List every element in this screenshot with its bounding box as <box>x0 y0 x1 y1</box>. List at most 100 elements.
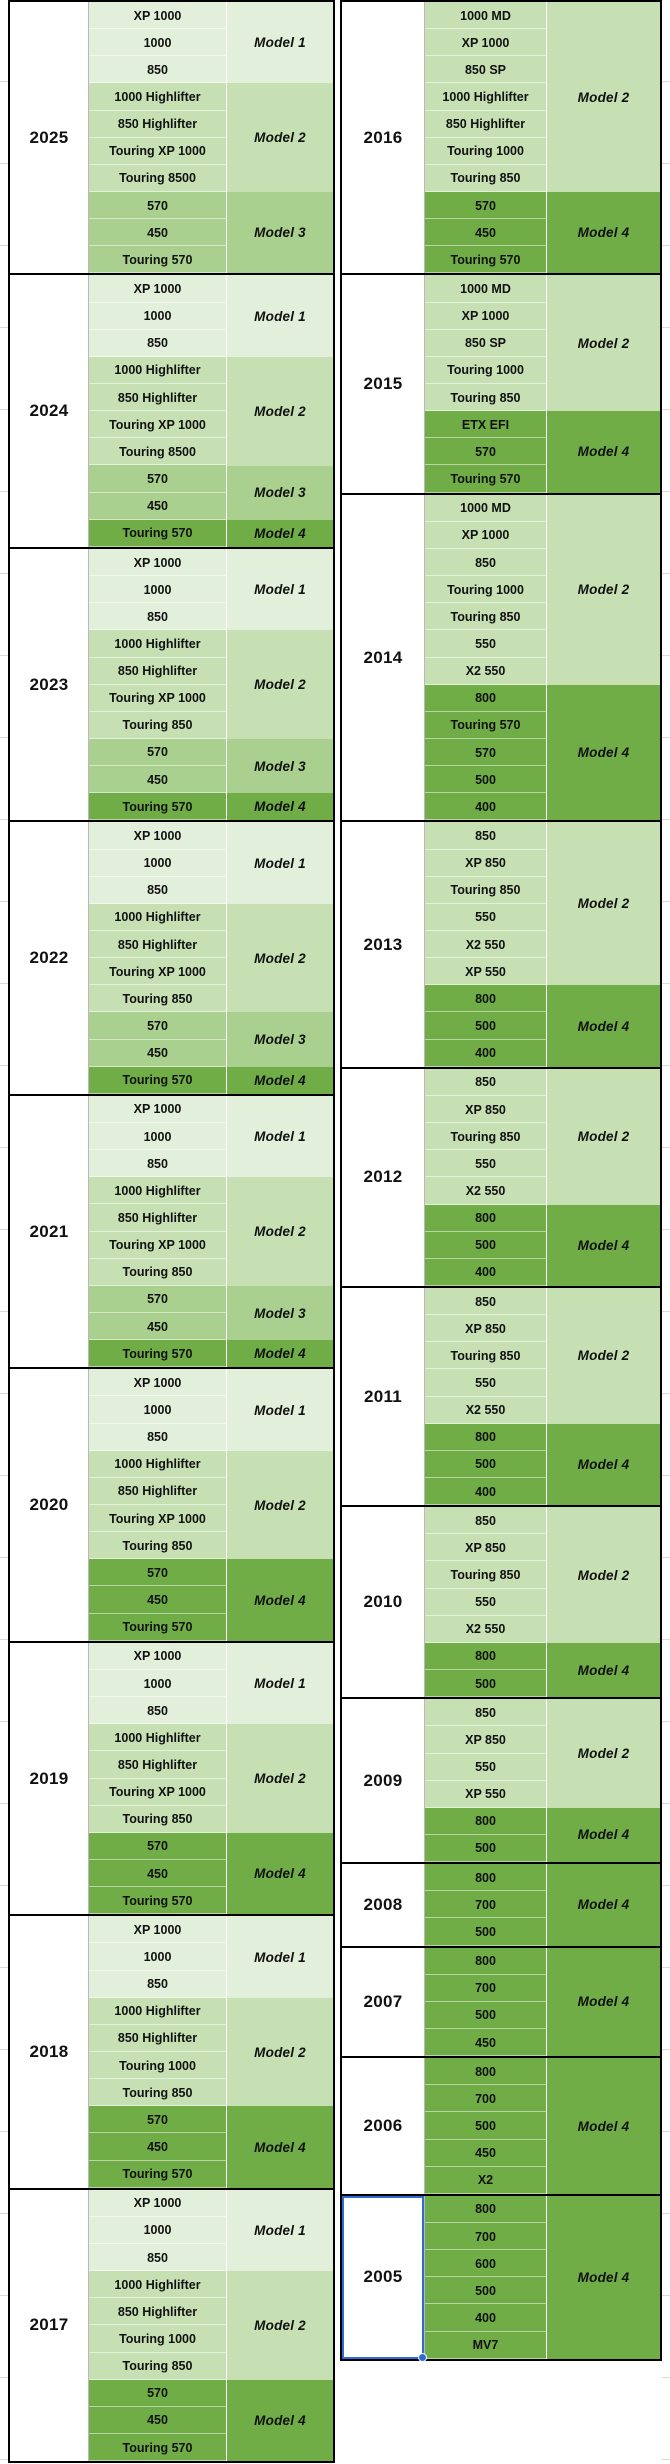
model-group-label[interactable]: Model 4 <box>547 2195 660 2359</box>
model-cell[interactable]: X2 550 <box>425 931 546 959</box>
model-cell[interactable]: XP 1000 <box>89 548 226 577</box>
model-cell[interactable]: 500 <box>425 1450 546 1478</box>
model-group-label[interactable]: Model 4 <box>227 1066 333 1094</box>
model-cell[interactable]: 850 Highlifter <box>425 110 546 138</box>
year-cell[interactable]: 2015 <box>342 275 425 493</box>
model-cell[interactable]: 570 <box>425 738 546 767</box>
model-group-label[interactable]: Model 4 <box>227 1340 333 1368</box>
model-group-label[interactable]: Model 2 <box>547 1287 660 1424</box>
model-group-label[interactable]: Model 2 <box>227 1450 333 1560</box>
model-cell[interactable]: XP 1000 <box>425 302 546 330</box>
model-cell[interactable]: Touring 1000 <box>89 2051 226 2080</box>
model-cell[interactable]: Touring 850 <box>425 1561 546 1589</box>
model-cell[interactable]: 500 <box>425 2277 546 2305</box>
model-cell[interactable]: Touring 850 <box>89 2079 226 2107</box>
model-cell[interactable]: 850 <box>89 1423 226 1451</box>
model-cell[interactable]: 570 <box>89 191 226 220</box>
model-cell[interactable]: 450 <box>425 2028 546 2057</box>
model-cell[interactable]: 550 <box>425 903 546 932</box>
model-cell[interactable]: 1000 Highlifter <box>89 1450 226 1478</box>
model-group-label[interactable]: Model 1 <box>227 2 333 84</box>
model-cell[interactable]: 800 <box>425 1642 546 1671</box>
model-cell[interactable]: Touring 570 <box>89 1340 226 1368</box>
model-cell[interactable]: 850 SP <box>425 56 546 84</box>
model-group-label[interactable]: Model 4 <box>547 985 660 1067</box>
model-cell[interactable]: Touring 570 <box>89 793 226 821</box>
model-cell[interactable]: 400 <box>425 793 546 821</box>
model-cell[interactable]: 1000 <box>89 849 226 877</box>
model-cell[interactable]: X2 550 <box>425 657 546 685</box>
model-cell[interactable]: 500 <box>425 1670 546 1698</box>
model-cell[interactable]: 450 <box>89 766 226 794</box>
model-cell[interactable]: 850 SP <box>425 329 546 357</box>
model-cell[interactable]: 850 Highlifter <box>89 1204 226 1232</box>
model-cell[interactable]: 1000 Highlifter <box>425 83 546 111</box>
model-cell[interactable]: 800 <box>425 985 546 1013</box>
model-group-label[interactable]: Model 1 <box>227 275 333 357</box>
model-cell[interactable]: XP 550 <box>425 958 546 986</box>
model-cell[interactable]: Touring XP 1000 <box>89 411 226 439</box>
model-cell[interactable]: Touring 850 <box>89 1532 226 1560</box>
model-group-label[interactable]: Model 4 <box>227 2106 333 2188</box>
model-cell[interactable]: 570 <box>89 1559 226 1587</box>
model-group-label[interactable]: Model 2 <box>547 2 660 193</box>
model-cell[interactable]: 850 <box>89 1970 226 1998</box>
year-cell[interactable]: 2007 <box>342 1947 425 2057</box>
model-cell[interactable]: 800 <box>425 1204 546 1232</box>
year-cell[interactable]: 2009 <box>342 1699 425 1863</box>
year-cell[interactable]: 2023 <box>10 548 89 821</box>
model-cell[interactable]: 570 <box>89 1012 226 1040</box>
model-cell[interactable]: Touring 570 <box>425 465 546 493</box>
model-cell[interactable]: 800 <box>425 2195 546 2224</box>
model-cell[interactable]: 1000 <box>89 576 226 604</box>
model-cell[interactable]: 550 <box>425 1150 546 1178</box>
model-cell[interactable]: 1000 MD <box>425 2 546 30</box>
model-cell[interactable]: 570 <box>425 438 546 466</box>
model-cell[interactable]: XP 850 <box>425 1726 546 1754</box>
model-cell[interactable]: 1000 MD <box>425 275 546 303</box>
model-cell[interactable]: X2 <box>425 2166 546 2194</box>
model-group-label[interactable]: Model 4 <box>227 519 333 547</box>
model-cell[interactable]: Touring 570 <box>89 1066 226 1094</box>
model-cell[interactable]: Touring 570 <box>89 519 226 547</box>
model-group-label[interactable]: Model 2 <box>547 1068 660 1205</box>
model-cell[interactable]: Touring 570 <box>89 2434 226 2462</box>
model-cell[interactable]: 700 <box>425 1891 546 1919</box>
model-cell[interactable]: 850 <box>425 822 546 850</box>
model-cell[interactable]: Touring 850 <box>89 1258 226 1286</box>
model-cell[interactable]: 1000 Highlifter <box>89 2271 226 2299</box>
model-cell[interactable]: 450 <box>89 2406 226 2435</box>
model-cell[interactable]: XP 1000 <box>89 2 226 30</box>
model-group-label[interactable]: Model 1 <box>227 1916 333 1998</box>
model-group-label[interactable]: Model 1 <box>227 1369 333 1451</box>
model-cell[interactable]: 570 <box>425 191 546 220</box>
model-cell[interactable]: Touring 1000 <box>425 356 546 385</box>
model-group-label[interactable]: Model 4 <box>547 1642 660 1698</box>
model-cell[interactable]: X2 550 <box>425 1396 546 1424</box>
model-group-label[interactable]: Model 1 <box>227 822 333 904</box>
model-cell[interactable]: 800 <box>425 2058 546 2086</box>
model-cell[interactable]: 850 Highlifter <box>89 930 226 959</box>
model-cell[interactable]: 850 <box>89 603 226 631</box>
model-cell[interactable]: Touring 850 <box>89 711 226 739</box>
model-group-label[interactable]: Model 2 <box>227 1997 333 2107</box>
model-cell[interactable]: X2 550 <box>425 1177 546 1205</box>
model-cell[interactable]: 570 <box>89 1832 226 1860</box>
model-cell[interactable]: 850 Highlifter <box>89 384 226 412</box>
year-cell[interactable]: 2025 <box>10 2 89 274</box>
model-cell[interactable]: 550 <box>425 630 546 658</box>
model-group-label[interactable]: Model 3 <box>227 1012 333 1067</box>
model-group-label[interactable]: Model 4 <box>547 1864 660 1946</box>
year-cell[interactable]: 2013 <box>342 822 425 1067</box>
model-cell[interactable]: 850 <box>425 1287 546 1316</box>
year-cell[interactable]: 2006 <box>342 2058 425 2194</box>
model-cell[interactable]: 700 <box>425 2223 546 2251</box>
model-group-label[interactable]: Model 4 <box>227 793 333 821</box>
model-cell[interactable]: 500 <box>425 766 546 794</box>
model-group-label[interactable]: Model 4 <box>227 1559 333 1641</box>
model-cell[interactable]: 1000 <box>89 1123 226 1151</box>
year-cell[interactable]: 2020 <box>10 1369 89 1641</box>
model-cell[interactable]: XP 1000 <box>89 822 226 850</box>
model-group-label[interactable]: Model 4 <box>547 411 660 493</box>
model-cell[interactable]: 700 <box>425 1974 546 2002</box>
